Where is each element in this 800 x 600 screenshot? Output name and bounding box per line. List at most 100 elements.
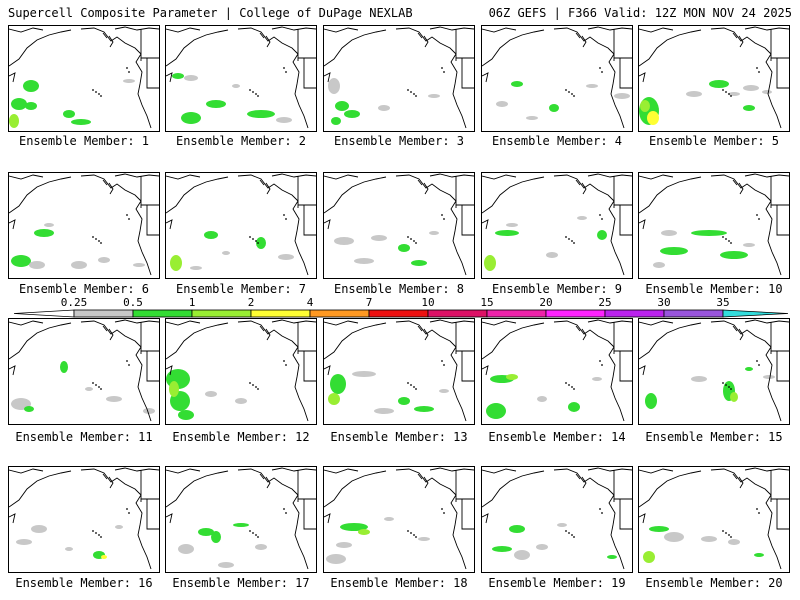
coastline <box>9 322 72 360</box>
coastline <box>9 27 44 33</box>
coastline <box>324 468 359 474</box>
scp-contour-area <box>326 554 346 564</box>
coastline <box>639 468 674 474</box>
colorbar-segment <box>250 309 311 318</box>
coastline <box>324 470 387 508</box>
pacific-basemap <box>9 319 159 422</box>
island <box>98 386 100 388</box>
coastline <box>587 319 632 324</box>
coastline <box>324 365 331 376</box>
island <box>601 364 603 366</box>
member-map-panel <box>8 172 160 279</box>
member-caption: Ensemble Member: 7 <box>175 282 307 296</box>
island <box>573 536 575 538</box>
coastline <box>575 473 581 480</box>
coastline <box>482 322 545 360</box>
island <box>410 532 412 534</box>
island <box>599 508 601 510</box>
scp-contour-area <box>205 391 217 397</box>
pacific-basemap <box>482 173 632 276</box>
island <box>249 530 251 532</box>
pacific-basemap <box>482 467 632 570</box>
island <box>565 530 567 532</box>
scp-contour-area <box>664 532 684 542</box>
island <box>128 364 130 366</box>
island <box>573 95 575 97</box>
island <box>725 532 727 534</box>
coastline <box>237 174 309 276</box>
island <box>415 388 417 390</box>
coastline <box>265 328 271 341</box>
island <box>285 364 287 366</box>
coastline <box>581 35 587 48</box>
coastline <box>324 513 331 524</box>
coastline <box>429 319 474 324</box>
pacific-basemap <box>9 173 159 276</box>
member-map-panel <box>323 466 475 573</box>
scp-contour-area <box>16 539 32 545</box>
scp-contour-area <box>181 112 201 124</box>
coastline <box>102 473 108 480</box>
member-map-panel <box>165 318 317 425</box>
island <box>283 67 285 69</box>
coastline <box>9 468 44 474</box>
island <box>415 536 417 538</box>
island <box>410 91 412 93</box>
island <box>568 384 570 386</box>
island <box>728 534 730 536</box>
coastline <box>324 320 359 326</box>
scp-contour-area <box>358 529 370 535</box>
member-map-panel <box>165 25 317 132</box>
island <box>599 214 601 216</box>
coastline <box>140 470 159 530</box>
coastline <box>80 27 152 129</box>
member-map-panel <box>323 318 475 425</box>
island <box>730 242 732 244</box>
scp-contour-area <box>218 562 234 568</box>
coastline <box>639 27 674 33</box>
scp-contour-area <box>495 230 519 236</box>
coastline <box>639 365 646 376</box>
coastline <box>166 219 173 230</box>
scp-contour-area <box>728 92 740 96</box>
coastline <box>114 173 159 178</box>
pacific-basemap <box>639 319 789 422</box>
scp-contour-area <box>546 252 558 258</box>
island <box>407 382 409 384</box>
coastline <box>744 173 789 178</box>
scp-contour-area <box>23 80 39 92</box>
scp-contour-area <box>24 406 34 412</box>
island <box>443 364 445 366</box>
coastline <box>9 174 44 180</box>
coastline <box>744 319 789 324</box>
scp-contour-area <box>411 260 427 266</box>
island <box>441 67 443 69</box>
coastline <box>395 27 467 129</box>
member-caption: Ensemble Member: 10 <box>645 282 783 296</box>
coastline <box>80 468 152 570</box>
colorbar-tick-label: 0.25 <box>60 296 88 309</box>
scp-contour-area <box>276 117 292 123</box>
coastline <box>166 29 229 67</box>
coastline <box>259 32 265 39</box>
island <box>565 236 567 238</box>
island <box>413 534 415 536</box>
island <box>100 536 102 538</box>
coastline <box>770 176 789 236</box>
member-caption: Ensemble Member: 11 <box>15 430 153 444</box>
pacific-basemap <box>639 467 789 570</box>
scp-contour-area <box>754 553 764 557</box>
coastline <box>102 179 108 186</box>
coastline <box>324 27 359 33</box>
coastline <box>575 32 581 39</box>
island <box>100 95 102 97</box>
colorbar-segment <box>73 309 134 318</box>
pacific-basemap <box>324 319 474 422</box>
coastline <box>553 27 625 129</box>
scp-contour-area <box>640 100 650 112</box>
coastline <box>166 365 173 376</box>
island <box>92 382 94 384</box>
coastline <box>482 219 489 230</box>
coastline <box>423 476 429 489</box>
member-map-panel <box>481 318 633 425</box>
